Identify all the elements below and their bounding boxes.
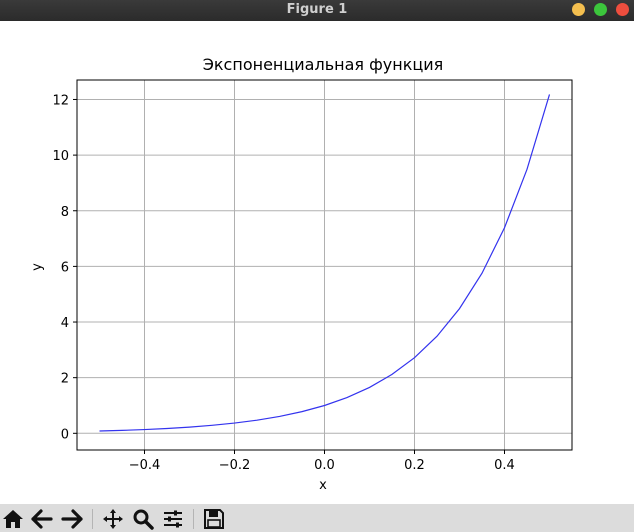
toolbar-separator [193, 509, 194, 529]
x-tick-label: −0.2 [219, 458, 251, 473]
navigation-toolbar [0, 504, 634, 532]
forward-button[interactable] [60, 507, 84, 531]
y-tick-label: 6 [61, 260, 69, 275]
configure-subplots-icon [164, 510, 182, 528]
y-axis-label: y [30, 263, 45, 271]
back-button[interactable] [30, 507, 54, 531]
home-button[interactable] [1, 507, 25, 531]
axes-layer: −0.4 −0.2 0.0 0.2 0.4 0 2 4 6 8 10 12 [52, 79, 573, 473]
x-tick-label: 0.2 [404, 458, 425, 473]
x-tick-label: −0.4 [129, 458, 161, 473]
x-axis-label: x [319, 478, 327, 493]
x-tick-label: 0.0 [314, 458, 335, 473]
series-line [99, 94, 551, 432]
y-tick-label: 8 [61, 205, 69, 220]
zoom-icon [133, 509, 154, 530]
home-icon [3, 510, 23, 528]
maximize-button[interactable] [594, 3, 607, 16]
minimize-button[interactable] [572, 3, 585, 16]
chart: −0.4 −0.2 0.0 0.2 0.4 0 2 4 6 8 10 12 Экспоненциаль… [30, 55, 573, 493]
y-tick-label: 10 [52, 149, 69, 164]
grid [77, 80, 572, 450]
y-tick-label: 2 [61, 372, 69, 387]
configure-subplots-button[interactable] [161, 507, 185, 531]
back-icon [31, 509, 53, 529]
chart-title: Экспоненциальная функция [203, 55, 444, 74]
pan-icon [103, 509, 123, 529]
window-title: Figure 1 [286, 2, 348, 17]
x-tick-label: 0.4 [494, 458, 515, 473]
close-button[interactable] [616, 3, 629, 16]
y-tick-label: 0 [61, 427, 69, 442]
toolbar-separator [92, 509, 93, 529]
pan-button[interactable] [101, 507, 125, 531]
zoom-button[interactable] [131, 507, 155, 531]
window-titlebar: Figure 1 [0, 0, 634, 21]
y-tick-label: 4 [61, 316, 69, 331]
series-layer [99, 94, 551, 432]
save-icon [204, 509, 224, 529]
save-button[interactable] [202, 507, 226, 531]
forward-icon [61, 509, 83, 529]
y-tick-label: 12 [52, 93, 69, 108]
figure-canvas[interactable]: −0.4 −0.2 0.0 0.2 0.4 0 2 4 6 8 10 12 Экспоненциаль… [0, 21, 634, 504]
